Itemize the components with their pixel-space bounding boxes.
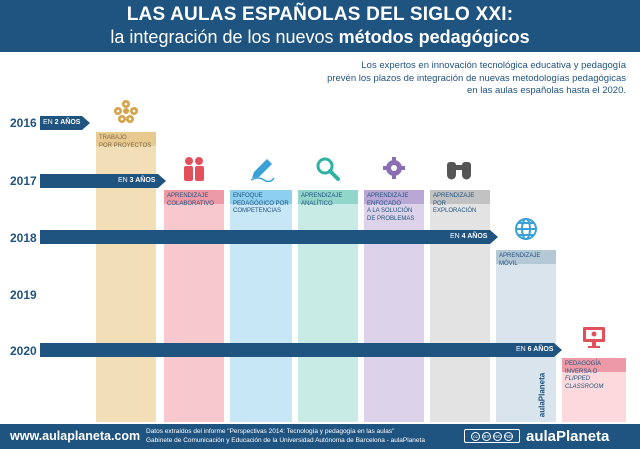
column-aprendizaje-exploracion: APRENDIZAJE POR EXPLORACIÓN (430, 190, 490, 422)
column-label: TRABAJO POR PROYECTOS (99, 135, 152, 149)
timeline-arrow-2016 (40, 116, 90, 130)
column-label: APRENDIZAJE COLABORATIVO (167, 193, 214, 207)
column-header (562, 358, 626, 372)
column-header (230, 190, 292, 204)
footer-source: Datos extraídos del informe "Perspectiva… (146, 428, 425, 445)
year-label: 2019 (10, 288, 37, 302)
column-header (96, 132, 156, 146)
column-label: APRENDIZAJE POR EXPLORACIÓN (433, 193, 477, 214)
footer-source-line-1: Datos extraídos del informe "Perspectiva… (146, 428, 395, 435)
column-aprendizaje-analitico: APRENDIZAJE ANALÍTICO (298, 190, 358, 422)
gear-cluster-icon (114, 100, 138, 123)
intro-text: Los expertos en innovación tecnológica e… (296, 60, 626, 98)
timeline-arrow-2018 (40, 230, 498, 244)
column-header (496, 250, 556, 264)
by-icon: BY (482, 431, 491, 441)
timeline-arrow-2017 (40, 174, 166, 188)
footer-bar: www.aulaplaneta.com Datos extraídos del … (0, 424, 640, 449)
people-icon (184, 157, 204, 181)
title-line-2-prefix: la integración de los nuevos (110, 27, 339, 47)
title-line-2: la integración de los nuevos métodos ped… (0, 27, 640, 48)
title-line-2-bold: métodos pedagógicos (338, 27, 530, 47)
intro-line-1: Los expertos en innovación tecnológica e… (361, 60, 626, 71)
pencil-icon (250, 159, 275, 182)
column-enfoque-competencias: ENFOQUE PEDAGÓGICO POR COMPETENCIAS (230, 190, 292, 422)
arrow-label-2-anos: EN 2 AÑOS (43, 119, 81, 126)
intro-line-3: en las aulas españolas hasta el 2020. (467, 85, 626, 96)
column-header (430, 190, 490, 204)
monitor-icon (583, 327, 605, 348)
title-line-1: LAS AULAS ESPAÑOLAS DEL SIGLO XXI: (126, 4, 514, 25)
column-header (164, 190, 224, 204)
intro-line-2: prevén los plazos de integración de nuev… (327, 72, 626, 84)
column-header (298, 190, 358, 204)
arrow-label-6-anos: EN 6 AÑOS (516, 346, 554, 353)
nc-icon: NC (493, 431, 502, 441)
column-label: APRENDIZAJE ENFOCADO A LA SOLUCIÓN DE PROBL… (367, 193, 415, 222)
column-label: PEDAGOGÍA INVERSA O FLIPPED CLASSROOM (565, 361, 604, 390)
year-label: 2017 (10, 174, 37, 188)
timeline-arrow-2020 (40, 343, 562, 357)
magnifier-icon (316, 157, 340, 181)
column-aprendizaje-movil: APRENDIZAJE MÓVIL (496, 250, 556, 422)
nd-icon: ND (504, 431, 513, 441)
globe-icon (515, 218, 537, 240)
column-label: APRENDIZAJE ANALÍTICO (301, 193, 343, 207)
year-label: 2018 (10, 231, 37, 245)
binoculars-icon (447, 162, 471, 180)
column-flipped-classroom: PEDAGOGÍA INVERSA O FLIPPED CLASSROOM (562, 358, 626, 422)
cc-icon: cc (471, 431, 480, 441)
arrow-label-3-anos: EN 3 AÑOS (118, 177, 156, 184)
footer-brand-logo: aulaPlaneta (526, 428, 610, 445)
footer-source-line-2: Gabinete de Comunicación y Educación de … (146, 436, 425, 444)
brain-gear-icon (383, 157, 405, 179)
footer-url-link[interactable]: www.aulaplaneta.com (10, 429, 141, 443)
column-label: APRENDIZAJE MÓVIL (499, 253, 541, 267)
arrow-label-4-anos: EN 4 AÑOS (450, 233, 488, 240)
year-label: 2020 (10, 344, 37, 358)
column-header (364, 190, 424, 204)
column-aprendizaje-colaborativo: APRENDIZAJE COLABORATIVO (164, 190, 224, 422)
cc-license-badge[interactable]: cc BY NC ND (464, 429, 520, 443)
side-brand-logo: aulaPlaneta (537, 372, 547, 418)
header-banner: LAS AULAS ESPAÑOLAS DEL SIGLO XXI: la in… (0, 0, 640, 52)
column-solucion-problemas: APRENDIZAJE ENFOCADO A LA SOLUCIÓN DE PROBL… (364, 190, 424, 422)
column-label: ENFOQUE PEDAGÓGICO POR COMPETENCIAS (233, 193, 289, 214)
year-label: 2016 (10, 116, 37, 130)
